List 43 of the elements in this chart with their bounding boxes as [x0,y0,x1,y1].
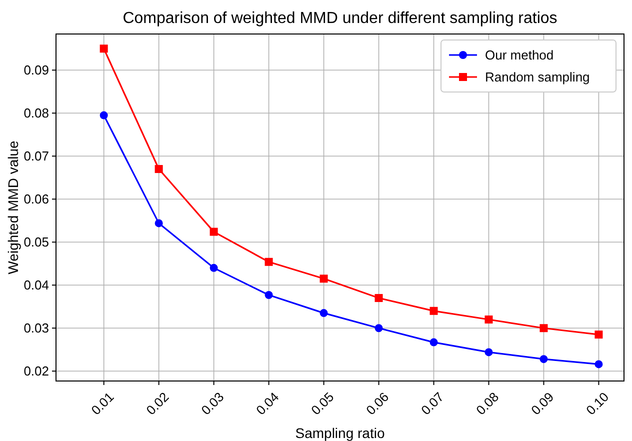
point [484,316,493,324]
point [264,291,273,299]
point [484,348,493,356]
y-tick-label: 0.05 [24,234,49,250]
y-tick-label: 0.04 [24,278,49,293]
x-tick-label: 0.05 [308,389,337,418]
x-tick-label: 0.04 [253,389,282,418]
y-axis-title: Weighted MMD value [5,140,21,274]
point [540,355,548,364]
point [374,294,383,302]
point [430,306,438,315]
point [320,274,328,283]
x-tick-label: 0.01 [88,389,117,418]
point [374,324,383,332]
y-tick-label: 0.08 [24,106,49,121]
y-tick-label: 0.06 [24,192,49,207]
chart-title: Comparison of weighted MMD under different sampling ratios [122,10,558,27]
legend-label: Our method [485,48,554,62]
point [154,165,163,174]
point [210,264,218,272]
x-tick-label: 0.06 [363,389,392,418]
point [210,228,218,236]
y-tick-label: 0.03 [24,320,49,336]
point [594,330,603,339]
x-tick-label: 0.09 [528,389,557,418]
x-axis-title: Sampling ratio [295,425,385,441]
point [430,338,438,346]
y-tick-label: 0.07 [24,148,49,164]
x-tick-label: 0.03 [198,389,227,418]
point [154,219,163,228]
point [264,258,273,266]
x-tick-label: 0.02 [143,389,172,418]
point [320,309,328,318]
point [540,324,548,332]
legend-label: Random sampling [485,70,590,84]
y-tick-label: 0.09 [24,62,49,78]
point [100,111,108,120]
x-tick-label: 0.08 [473,389,502,418]
y-tick-label: 0.02 [24,364,49,379]
point [594,360,603,368]
x-tick-label: 0.10 [583,389,612,418]
x-tick-label: 0.07 [418,389,447,418]
point [100,44,108,53]
